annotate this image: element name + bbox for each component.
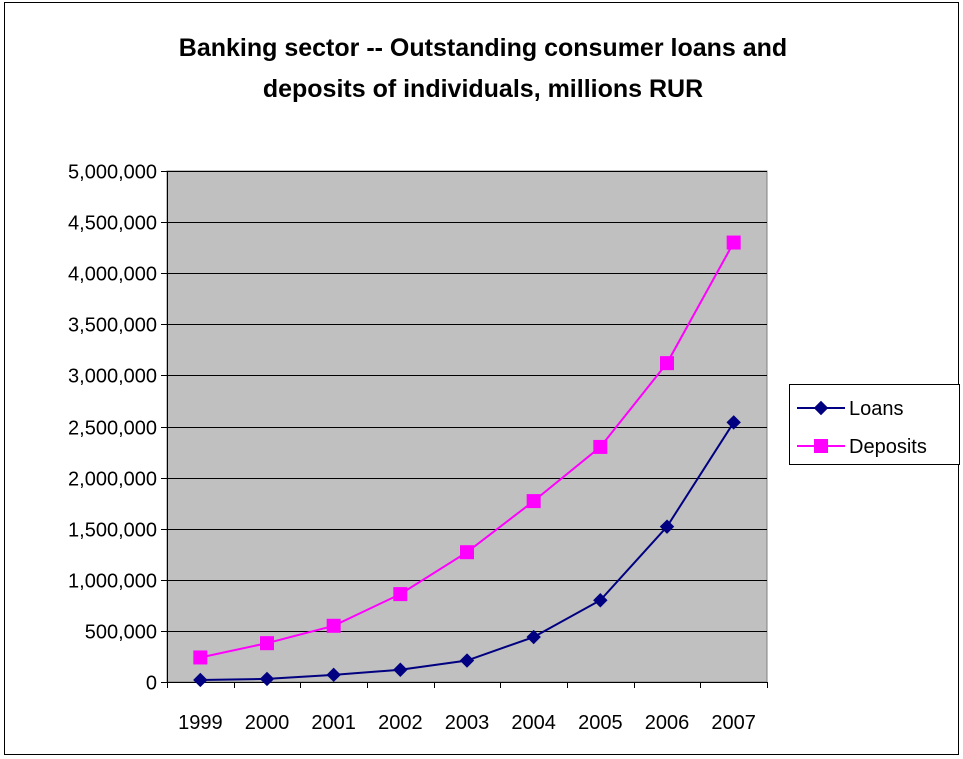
data-point-loans-2007 (726, 415, 741, 430)
x-tick-label-2001: 2001 (311, 712, 356, 734)
legend: Loans Deposits (789, 384, 960, 465)
data-point-loans-2005 (593, 593, 608, 608)
y-tick-label-5: 2,500,000 (68, 418, 157, 440)
x-tick-label-2006: 2006 (645, 712, 690, 734)
data-point-loans-2000 (259, 671, 275, 687)
x-tick-label-2002: 2002 (378, 712, 423, 734)
data-point-deposits-2004 (526, 494, 541, 509)
data-point-loans-2001 (326, 667, 341, 683)
data-point-deposits-2007 (726, 235, 741, 250)
data-point-deposits-2005 (593, 439, 608, 454)
y-tick-label-8: 4,000,000 (68, 264, 157, 286)
x-tick-label-2003: 2003 (445, 712, 490, 734)
x-tick-label-1999: 1999 (178, 712, 223, 734)
data-point-loans-2006 (659, 519, 675, 534)
legend-marker-deposits (814, 439, 828, 453)
data-point-deposits-1999 (193, 650, 208, 665)
x-tick-label-2000: 2000 (245, 712, 290, 734)
y-tick-label-10: 5,000,000 (68, 162, 157, 184)
y-tick-label-3: 1,500,000 (68, 520, 157, 542)
y-tick-label-2: 1,000,000 (68, 571, 157, 593)
series-layer (193, 235, 741, 688)
data-point-loans-2003 (459, 653, 475, 668)
chart-title-line-2: deposits of individuals, millions RUR (263, 75, 703, 103)
y-tick-label-0: 0 (146, 673, 157, 695)
plot-area (166, 170, 768, 683)
data-point-loans-2004 (526, 629, 541, 645)
x-tick-label-2007: 2007 (711, 712, 756, 734)
chart-title: Banking sector -- Outstanding consumer l… (179, 34, 787, 103)
legend-item-loans: Loans (797, 398, 904, 420)
chart-title-line-1: Banking sector -- Outstanding consumer l… (179, 34, 787, 62)
legend-marker-loans (813, 400, 829, 416)
x-tick-label-2004: 2004 (511, 712, 556, 734)
data-point-deposits-2006 (660, 356, 674, 371)
data-point-loans-1999 (193, 672, 208, 688)
legend-label-loans: Loans (849, 398, 904, 420)
data-point-deposits-2000 (260, 636, 274, 651)
x-tick-label-2005: 2005 (578, 712, 623, 734)
data-point-loans-2002 (393, 662, 408, 677)
y-tick-label-6: 3,000,000 (68, 366, 157, 388)
y-tick-label-9: 4,500,000 (68, 213, 157, 235)
data-point-deposits-2002 (393, 587, 408, 602)
data-point-deposits-2001 (326, 618, 341, 633)
y-tick-label-4: 2,000,000 (68, 469, 157, 491)
y-tick-label-1: 500,000 (85, 622, 157, 644)
y-tick-label-7: 3,500,000 (68, 315, 157, 337)
series-deposits (193, 235, 741, 665)
x-axis-tick-labels: 1999 2000 2001 2002 2003 2004 2005 2006 2007 (167, 682, 768, 734)
series-loans (193, 415, 741, 688)
gridlines (167, 171, 767, 632)
y-axis-tick-labels: 0 500,000 1,000,000 1,500,000 2,000,000 2,500… (68, 162, 167, 695)
legend-label-deposits: Deposits (849, 436, 927, 458)
data-point-deposits-2003 (460, 545, 474, 560)
legend-item-deposits: Deposits (797, 436, 927, 458)
